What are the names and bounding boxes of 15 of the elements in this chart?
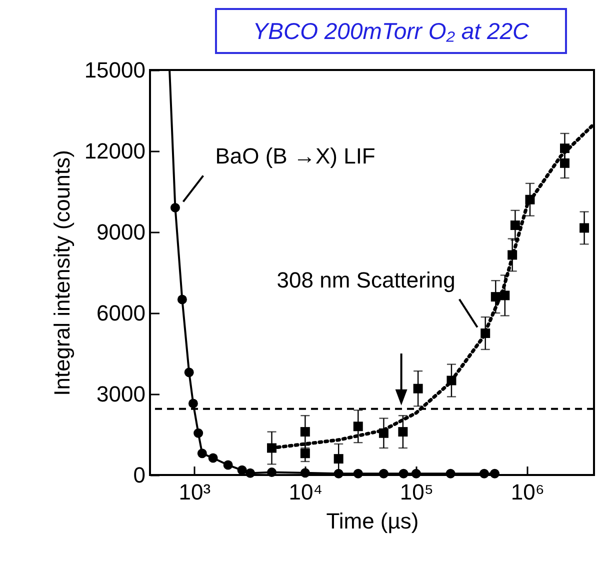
- y-tick-label: 15000: [84, 58, 146, 82]
- x-axis-title: Time (µs): [326, 508, 419, 534]
- annotation: BaO (B →X) LIF: [215, 144, 376, 169]
- y-tick-label: 0: [133, 462, 146, 488]
- y-tick-label: 3000: [96, 382, 146, 406]
- x-tick-label: 10⁴: [288, 480, 323, 504]
- x-tick-label: 10⁶: [510, 480, 544, 504]
- annotation: 308 nm Scattering: [276, 267, 456, 292]
- y-tick-label: 12000: [84, 138, 146, 164]
- x-tick-label: 10³: [178, 480, 211, 504]
- y-axis-title: Integral intensity (counts): [49, 150, 74, 396]
- x-tick-label: 10⁵: [400, 480, 434, 504]
- y-tick-label: 6000: [96, 300, 146, 326]
- chart-title: YBCO 200mTorr O₂ at 22C: [215, 8, 567, 54]
- y-tick-label: 9000: [96, 220, 146, 244]
